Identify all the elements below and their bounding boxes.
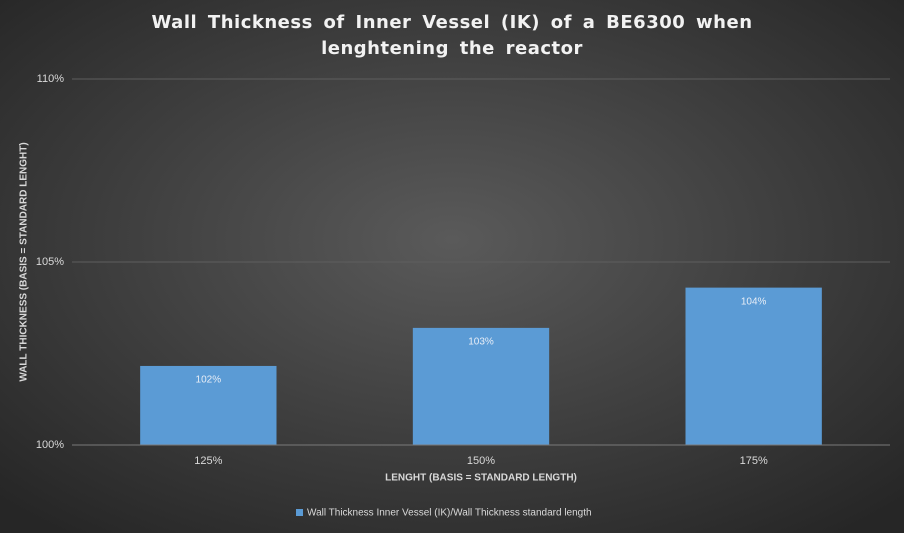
- chart-title: Wall Thickness of Inner Vessel (IK) of a…: [151, 12, 753, 59]
- bar: [140, 365, 277, 445]
- x-tick-label: 150%: [467, 455, 495, 467]
- y-axis-title: WALL THICKNESS (BASIS = STANDARD LENGHT): [19, 142, 30, 381]
- legend-swatch: [296, 509, 303, 516]
- y-tick-label: 110%: [37, 73, 65, 85]
- data-label: 103%: [468, 337, 494, 348]
- y-tick-label: 105%: [36, 256, 64, 268]
- data-label: 102%: [196, 375, 222, 386]
- legend-label: Wall Thickness Inner Vessel (IK)/Wall Th…: [307, 508, 592, 519]
- data-label: 104%: [741, 296, 767, 307]
- x-axis-title: LENGHT (BASIS = STANDARD LENGTH): [385, 473, 577, 484]
- bar: [685, 287, 822, 445]
- x-tick-label: 175%: [740, 455, 768, 467]
- bar: [412, 327, 550, 445]
- y-tick-label: 100%: [36, 439, 64, 451]
- x-tick-label: 125%: [194, 455, 222, 467]
